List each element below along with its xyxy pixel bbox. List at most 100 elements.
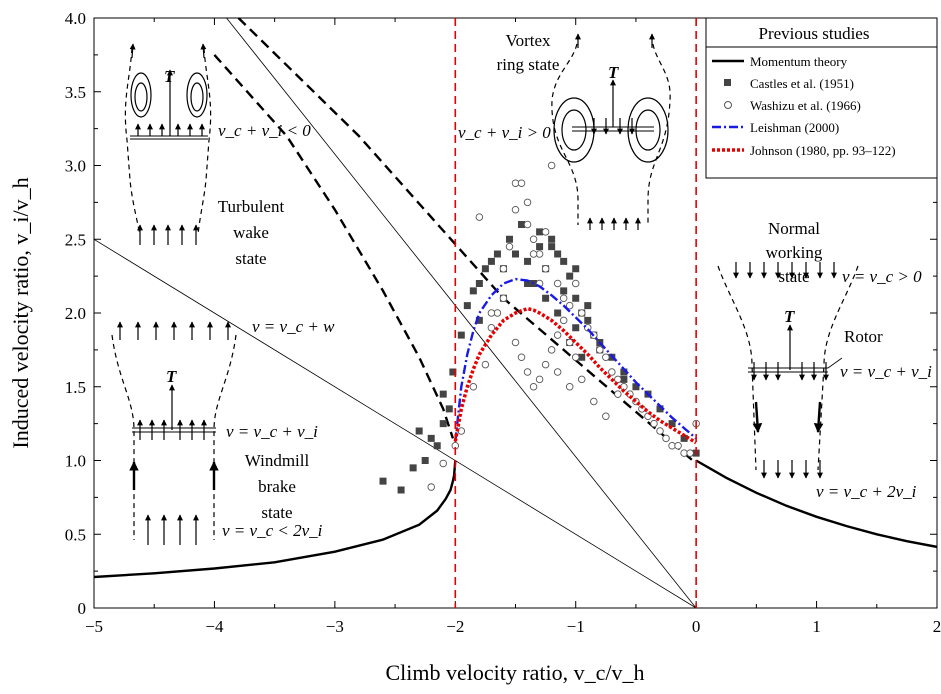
washizu-point (565, 301, 574, 310)
washizu-point (457, 427, 466, 435)
washizu-point (517, 179, 526, 187)
y-tick-label: 0.5 (65, 525, 86, 544)
castles-point (518, 221, 526, 228)
castles-point (572, 294, 580, 302)
x-tick-label: −1 (567, 617, 585, 636)
region-label-line: state (235, 249, 266, 268)
y-tick-label: 4.0 (65, 9, 86, 28)
castles-point (584, 302, 592, 310)
castles-point (445, 405, 453, 413)
castles-point (415, 427, 423, 435)
castles-point (620, 375, 628, 383)
leishman-line (454, 277, 697, 442)
x-tick-label: −4 (205, 617, 224, 636)
region-label-line: Vortex (505, 31, 551, 50)
equation-vortex: v_c + v_i > 0 (458, 123, 551, 142)
y-tick-label: 3.5 (65, 83, 86, 102)
legend-label-leishman: Leishman (2000) (750, 120, 839, 135)
schematic-turbulent-wake (124, 43, 212, 245)
washizu-point (487, 324, 496, 332)
region-label-line: wake (233, 223, 269, 242)
castles-point (475, 280, 483, 287)
equation-normal-rotor: v = v_c + v_i (840, 362, 932, 381)
momentum-theory-line (94, 460, 457, 579)
castles-point (524, 280, 532, 287)
x-tick-label: 0 (692, 617, 701, 636)
x-tick-label: 1 (812, 617, 821, 636)
washizu-point (427, 483, 435, 491)
region-label-line: brake (258, 477, 296, 496)
legend-box (705, 17, 938, 179)
castles-point (469, 287, 477, 295)
region-label-turbulent-wake: Turbulent wake state (218, 197, 285, 268)
washizu-point (529, 383, 538, 391)
region-label-line: state (261, 503, 292, 522)
washizu-point (469, 383, 478, 391)
castles-point (397, 486, 405, 494)
y-tick-label: 3.0 (65, 157, 86, 176)
washizu-point (547, 161, 556, 170)
washizu-point (590, 397, 598, 406)
castles-point (548, 235, 556, 243)
region-label-windmill-brake: Windmill brake state (245, 451, 310, 522)
region-label-line: Normal (768, 219, 820, 238)
washizu-point (535, 375, 544, 384)
washizu-point (614, 375, 622, 384)
region-label-line: working (766, 243, 823, 262)
equation-windmill-rotor: v = v_c + v_i (226, 422, 318, 441)
y-tick-label: 1.0 (65, 452, 86, 471)
legend-swatch-castles (724, 79, 731, 86)
castles-point (439, 420, 447, 428)
washizu-point (686, 449, 694, 457)
legend-label-washizu: Washizu et al. (1966) (750, 98, 861, 113)
johnson-line (453, 306, 698, 445)
castles-point (542, 294, 550, 302)
equation-normal-wake: v = v_c + 2v_i (816, 482, 917, 501)
momentum-theory-line (695, 459, 937, 549)
y-tick-label: 1.5 (65, 378, 86, 397)
washizu-point (499, 294, 508, 303)
x-axis-title: Climb velocity ratio, v_c/v_h (385, 660, 644, 685)
washizu-point (511, 205, 520, 214)
castles-point (439, 390, 447, 398)
castles-point (560, 287, 568, 295)
castles-point (536, 228, 544, 236)
washizu-point (547, 346, 556, 354)
y-axis-title: Induced velocity ratio, v_i/v_h (8, 177, 33, 448)
reference-dashed-line-upper (237, 18, 697, 465)
castles-point (427, 434, 435, 442)
washizu-point (650, 419, 658, 428)
washizu-point (602, 353, 610, 362)
legend-label-momentum: Momentum theory (750, 54, 848, 69)
reference-dashed-line-lower (213, 54, 455, 439)
axes: −5 −4 −3 −2 −1 0 1 2 0 0.5 1.0 1.5 2.0 2.5 3.0 3.5 4.0 (65, 9, 941, 636)
legend-label-castles: Castles et al. (1951) (750, 76, 854, 91)
region-label-normal-working: Normal working state (766, 219, 823, 286)
region-label-line: state (778, 267, 809, 286)
castles-point (680, 434, 688, 442)
region-label-line: ring state (497, 55, 560, 74)
reference-thin-line-a (94, 238, 697, 608)
castles-point (656, 405, 664, 413)
y-tick-label: 2.0 (65, 304, 86, 323)
thrust-label-normal: T (784, 307, 795, 326)
castles-point (457, 331, 465, 339)
equation-windmill-far: v = v_c < 2v_i (222, 521, 323, 540)
castles-point (524, 257, 532, 265)
washizu-point (553, 279, 562, 288)
equation-wake-velocity: v = v_c + w (252, 317, 335, 336)
y-tick-label: 2.5 (65, 230, 86, 249)
x-tick-label: −3 (326, 617, 344, 636)
washizu-point (475, 213, 484, 221)
washizu-point (596, 346, 604, 354)
curves (94, 277, 937, 579)
washizu-point (571, 353, 580, 362)
washizu-point (523, 368, 532, 376)
washizu-point (523, 198, 532, 207)
washizu-point (559, 316, 568, 325)
castles-point (379, 477, 387, 485)
castles-point (487, 257, 495, 265)
castles-point (566, 272, 574, 280)
washizu-point (529, 250, 538, 258)
